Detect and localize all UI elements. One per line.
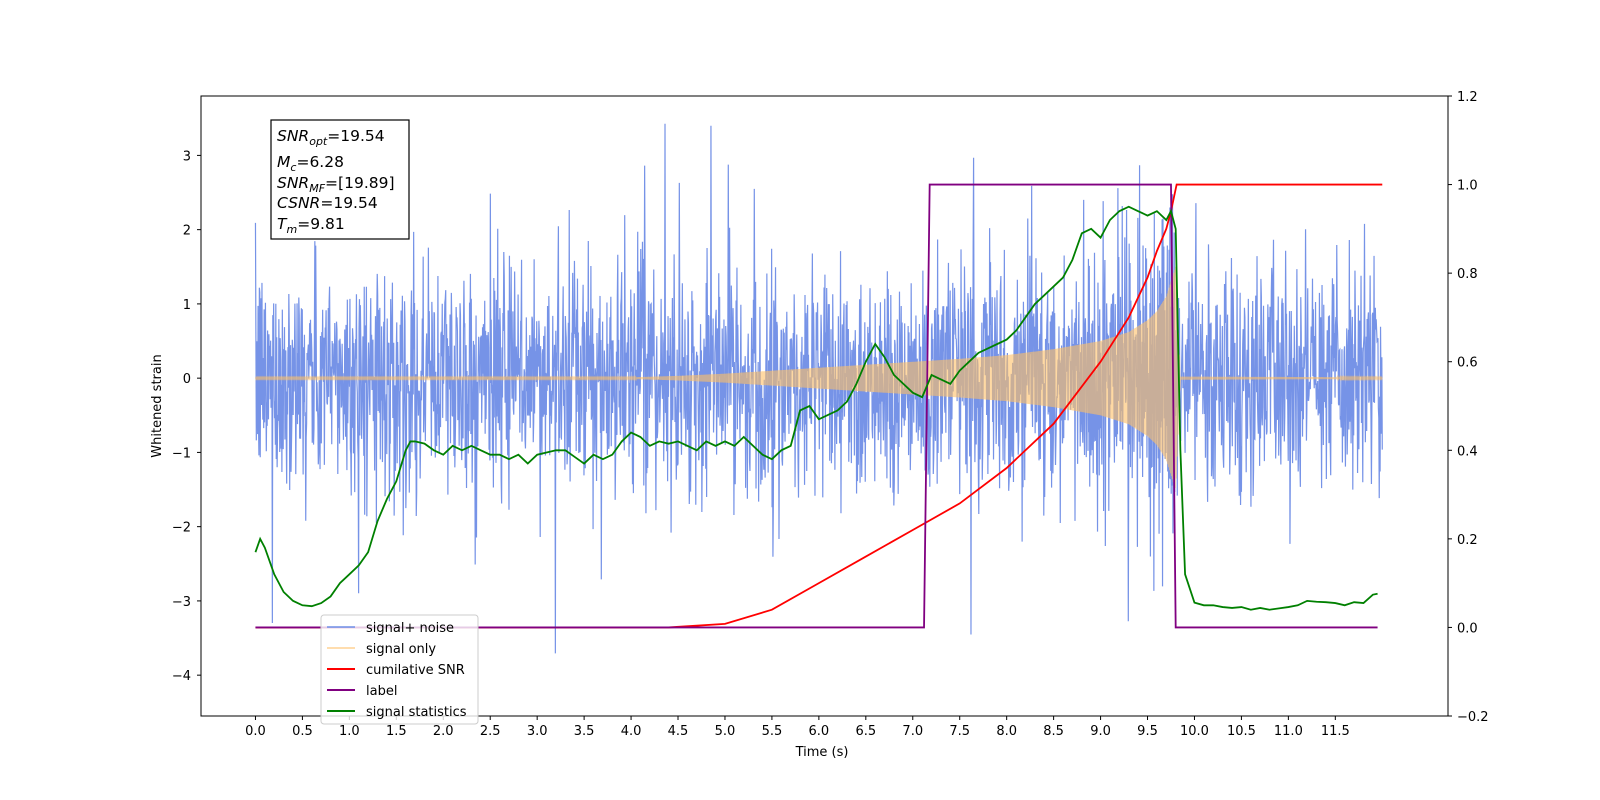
legend-label-signal-statistics: signal statistics — [366, 705, 467, 720]
y-left-tick-label: 2 — [183, 224, 191, 239]
y-left-tick-label: −1 — [172, 446, 191, 461]
y-left-tick-label: 0 — [183, 372, 191, 387]
stats-mc: Mc=6.28 — [277, 153, 344, 174]
x-tick-label: 0.0 — [245, 724, 266, 739]
stats-snr-opt-value: 19.54 — [340, 127, 384, 145]
x-tick-label: 4.0 — [621, 724, 642, 739]
legend-label-signal-noise: signal+ noise — [366, 621, 454, 636]
x-tick-label: 3.0 — [527, 724, 548, 739]
axes-frame — [200, 95, 1449, 717]
y-left-tick-label: −3 — [172, 595, 191, 610]
y-right-tick-label: −0.2 — [1457, 710, 1489, 725]
x-tick-label: 3.5 — [574, 724, 595, 739]
x-tick-label: 10.5 — [1227, 724, 1256, 739]
x-tick-label: 1.5 — [386, 724, 407, 739]
x-tick-label: 11.5 — [1321, 724, 1350, 739]
x-tick-label: 5.0 — [715, 724, 736, 739]
x-tick-label: 8.0 — [996, 724, 1017, 739]
y-axis-label-left: Whitened strain — [150, 354, 165, 457]
y-right-tick-label: 1.2 — [1457, 90, 1478, 105]
stats-snr-mf: SNRMF=[19.89] — [277, 174, 395, 195]
legend-frame — [320, 614, 479, 725]
stats-tm: Tm=9.81 — [277, 215, 345, 236]
y-right-tick-label: 0.4 — [1457, 444, 1478, 459]
x-tick-label: 9.0 — [1090, 724, 1111, 739]
stats-csnr: CSNR=19.54 — [277, 194, 378, 212]
stats-box: SNRopt=19.54 Mc=6.28 SNRMF=[19.89] CSNR=… — [270, 119, 410, 240]
series-signal-statistics — [254, 205, 1378, 611]
y-left-tick-label: 3 — [183, 149, 191, 164]
x-axis-label: Time (s) — [795, 745, 849, 760]
stats-snr-opt: SNRopt=19.54 — [277, 127, 385, 148]
x-tick-label: 1.0 — [339, 724, 360, 739]
stats-csnr-value: 19.54 — [333, 194, 377, 212]
series-label — [255, 183, 1378, 629]
y-right-tick-label: 0.8 — [1457, 267, 1478, 282]
x-tick-label: 11.0 — [1274, 724, 1303, 739]
x-tick-label: 6.5 — [855, 724, 876, 739]
y-right-tick-label: 0.2 — [1457, 533, 1478, 548]
y-axis-right: 1.2 1.0 0.8 0.6 0.4 0.2 0.0 −0.2 — [1448, 90, 1489, 725]
legend-label-signal-only: signal only — [366, 642, 436, 657]
y-right-tick-label: 0.0 — [1457, 621, 1478, 636]
x-tick-label: 6.0 — [809, 724, 830, 739]
stats-box-frame — [270, 119, 410, 240]
x-tick-label: 7.0 — [902, 724, 923, 739]
x-tick-label: 0.5 — [292, 724, 313, 739]
stats-tm-value: 9.81 — [310, 215, 345, 233]
y-right-tick-label: 0.6 — [1457, 356, 1478, 371]
y-right-tick-label: 1.0 — [1457, 179, 1478, 194]
x-tick-label: 8.5 — [1043, 724, 1064, 739]
legend-label-cumilative-snr: cumilative SNR — [366, 663, 465, 678]
x-tick-label: 2.5 — [480, 724, 501, 739]
legend-label-label: label — [366, 684, 397, 699]
x-tick-label: 7.5 — [949, 724, 970, 739]
x-tick-label: 2.0 — [433, 724, 454, 739]
x-tick-label: 10.0 — [1180, 724, 1209, 739]
y-axis-left: 3 2 1 0 −1 −2 −3 −4 — [172, 149, 201, 684]
x-axis: 0.0 0.5 1.0 1.5 2.0 2.5 3.0 3.5 4.0 4.5 5.0 5.5 6.0 6… — [245, 716, 1350, 739]
y-left-tick-label: −2 — [172, 521, 191, 536]
x-tick-label: 9.5 — [1137, 724, 1158, 739]
legend: signal+ noise signal only cumilative SNR la… — [320, 614, 479, 725]
x-tick-label: 5.5 — [762, 724, 783, 739]
series-signal-only — [254, 266, 1383, 489]
stats-mc-value: 6.28 — [309, 153, 344, 171]
x-tick-label: 4.5 — [668, 724, 689, 739]
plot-area — [254, 123, 1383, 654]
y-left-tick-label: 1 — [183, 298, 191, 313]
y-left-tick-label: −4 — [172, 669, 191, 684]
stats-snr-mf-value: [19.89] — [338, 174, 394, 192]
